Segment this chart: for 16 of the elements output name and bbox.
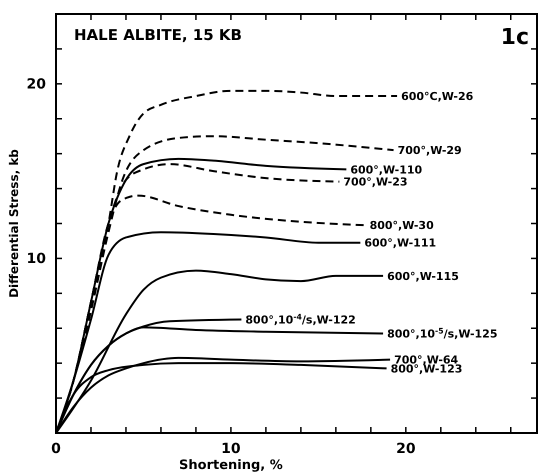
x-tick-label: 0	[51, 440, 62, 457]
series-label: 800°,W-30	[370, 219, 434, 232]
series-label: 600°C,W-26	[401, 90, 474, 104]
x-tick-label: 10	[221, 440, 241, 457]
series-label: 800°,10$^{-4}$/s,W-122	[245, 312, 356, 327]
x-tick-label: 20	[396, 440, 416, 457]
series-label: 800°,10$^{-5}$/s,W-125	[387, 326, 498, 340]
y-axis-title: Differential Stress, kb	[7, 148, 21, 298]
annotation: 1c	[500, 25, 529, 50]
series-label: 600°,W-110	[350, 163, 422, 176]
series-label: 600°,W-115	[387, 270, 459, 283]
x-axis-title: Shortening, %	[179, 458, 283, 473]
series-label: 700°,W-23	[343, 176, 408, 189]
series-label: 700°,W-29	[398, 144, 462, 158]
text: HALE ALBITE, 15 KB	[74, 26, 242, 44]
series-label: 600°,W-111	[364, 236, 436, 250]
